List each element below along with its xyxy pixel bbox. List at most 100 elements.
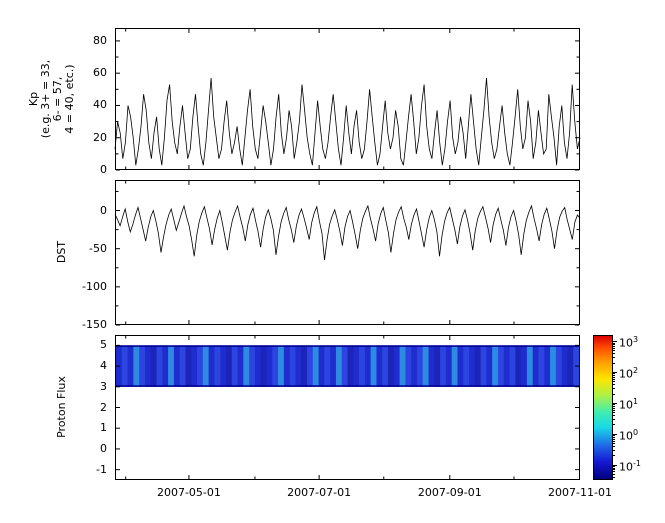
proton-flux-stripe [538,345,545,387]
colorbar-tick-exp: 2 [633,365,639,375]
proton-flux-stripe [272,345,279,387]
proton-flux-stripe [469,345,476,387]
colorbar-minor-tick [613,350,615,352]
proton-flux-stripe [231,345,238,387]
proton-flux-stripe [405,345,412,387]
x-tick-label: 2007-07-01 [287,486,352,499]
proton-flux-stripe [335,345,343,387]
colorbar-minor-tick [613,405,615,407]
kp-ytick-label: 80 [93,33,107,47]
colorbar-minor-tick [613,471,615,473]
proton-flux-stripe [301,345,308,387]
proton_flux-ytick-label: 1 [100,421,107,435]
proton-flux-stripe [220,345,227,387]
colorbar [593,335,613,480]
colorbar-tick-exp: 0 [633,427,639,437]
proton_flux-ytick-label: -1 [96,462,107,476]
colorbar-minor-tick [613,376,615,378]
colorbar-minor-tick [613,373,615,375]
proton-flux-stripe [416,345,424,387]
colorbar-minor-tick [613,446,615,447]
kp-ytick-label: 20 [93,130,107,144]
colorbar-tick-mark [613,341,617,343]
proton-flux-stripe [422,345,429,387]
proton-flux-stripe [550,345,557,387]
proton-flux-stripe [347,345,354,387]
proton-flux-stripe [243,345,250,387]
colorbar-tick-mark [613,464,617,466]
proton-flux-stripe [440,345,447,387]
proton-flux-stripe [411,345,418,387]
proton-flux-stripe [353,345,360,387]
colorbar-minor-tick [613,381,615,383]
proton-flux-stripe [330,345,337,387]
colorbar-minor-tick [613,469,615,471]
proton-flux-stripe [376,345,383,387]
colorbar-minor-tick [613,404,615,406]
colorbar-tick-base: 10 [619,398,633,412]
kp-panel [114,28,581,171]
colorbar-tick-label: 102 [619,364,638,382]
proton-flux-stripe [185,345,192,387]
proton-flux-stripe [486,345,493,387]
colorbar-minor-tick [613,438,615,440]
colorbar-minor-tick [613,407,615,409]
kp-frame [115,28,580,170]
proton-flux-stripe [283,345,290,387]
colorbar-tick-label: 101 [619,395,638,413]
proton-flux-stripe [289,345,296,387]
dst-frame [115,180,580,325]
proton-flux-stripe [555,345,562,387]
colorbar-minor-tick [613,345,615,347]
colorbar-minor-tick [613,436,615,438]
proton-flux-stripe [197,345,204,387]
proton-flux-stripe [428,345,435,387]
colorbar-minor-tick [613,409,615,411]
proton-flux-stripe [133,345,140,387]
proton-flux-stripe [364,345,371,387]
proton-flux-stripe [214,345,221,387]
colorbar-minor-tick [613,473,615,475]
proton-flux-stripe [249,345,256,387]
proton-flux-stripe [561,345,568,387]
proton-flux-stripe [526,345,533,387]
dst-ytick-label: -150 [82,318,107,331]
proton-flux-stripe [306,345,314,387]
proton-flux-stripe [254,345,261,387]
colorbar-tick-exp: -1 [633,458,641,468]
proton-flux-stripe [463,345,470,387]
colorbar-minor-tick [613,443,615,444]
proton-flux-stripe [266,345,273,387]
colorbar-tick-label: 103 [619,333,638,351]
proton-flux-stripe [202,345,209,387]
proton-flux-stripe [359,345,366,387]
proton-flux-stripe [278,345,285,387]
colorbar-minor-tick [613,467,615,469]
proton-flux-stripe [139,345,146,387]
proton-flux-stripe [162,345,169,387]
proton-flux-stripe [434,345,441,387]
colorbar-tick-base: 10 [619,429,633,443]
band-bottom-edge [116,385,579,387]
colorbar-minor-tick [613,476,615,478]
x-tick-label: 2007-09-01 [417,486,482,499]
proton-flux-stripe [515,345,522,387]
colorbar-minor-tick [613,362,615,364]
dst-ytick-label: 0 [100,203,107,217]
proton_flux-ytick-label: 2 [100,400,107,414]
proton-flux-stripe [173,345,180,387]
dst-ytick-label: -50 [89,241,107,255]
proton-flux-stripe [544,345,551,387]
band-top-edge [116,345,579,347]
proton-flux-stripe [225,345,233,387]
colorbar-tick-exp: 1 [633,396,639,406]
colorbar-minor-tick [613,412,615,414]
colorbar-minor-tick [613,393,615,395]
colorbar-minor-tick [613,357,615,359]
proton-flux-stripe [492,345,499,387]
proton-flux-stripe [144,345,152,387]
colorbar-minor-tick [613,424,615,426]
proton-flux-stripe [156,345,163,387]
proton-flux-stripe [370,345,377,387]
proton-flux-stripe [260,345,267,387]
